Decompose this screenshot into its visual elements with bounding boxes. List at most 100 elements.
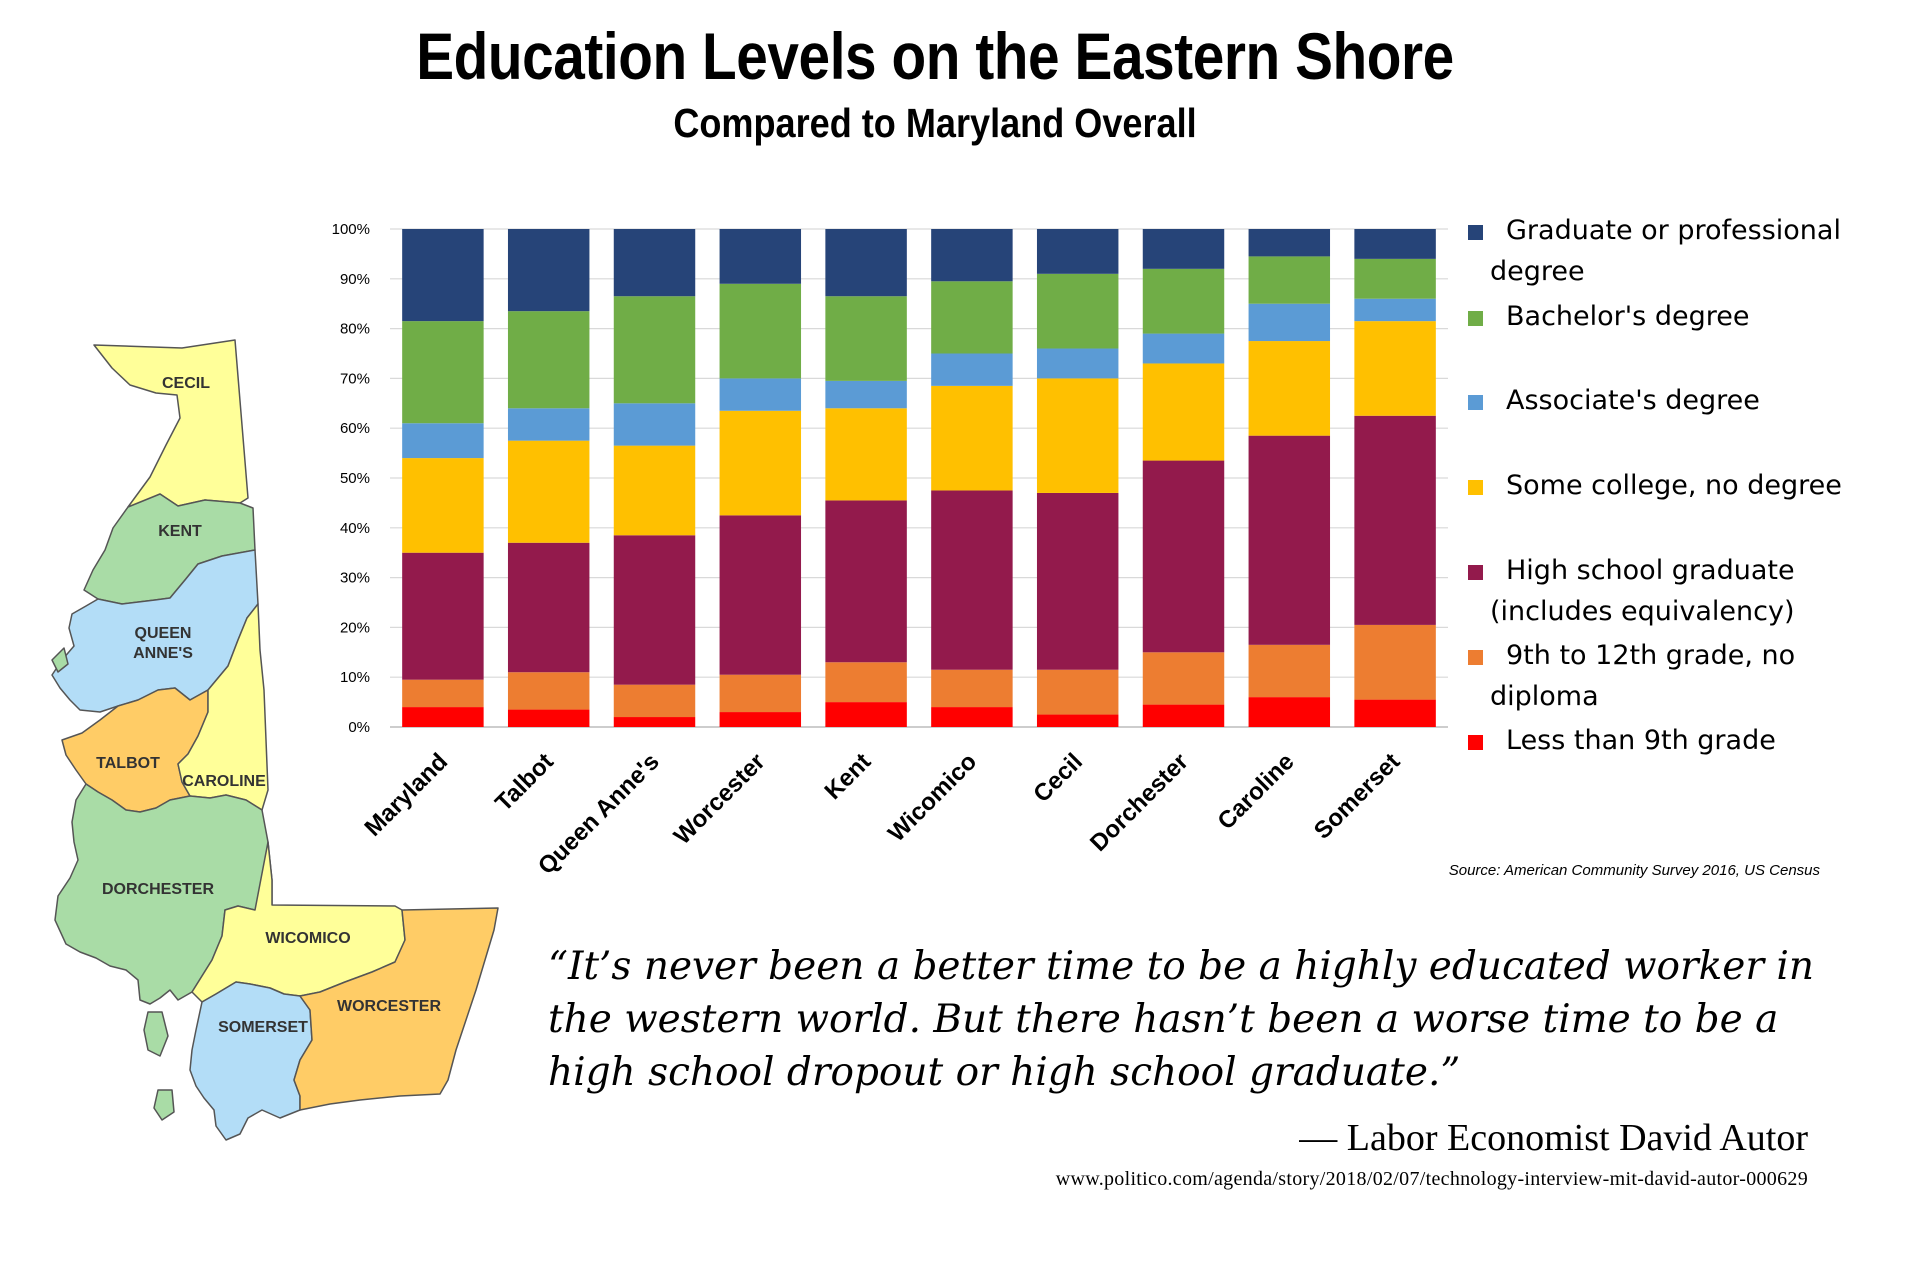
bar-segment [507,709,590,727]
bar-segment [825,408,907,501]
bar-segment [402,552,484,680]
y-axis-ticks: 0% 10% 20% 30% 40% 50% 60% 70% 80% 90% 100% [332,221,370,736]
bar-segment [1036,378,1119,493]
bar-segment [1354,699,1436,727]
bar-segment [1248,644,1331,698]
bar-segment [613,535,696,685]
bar-segment [825,229,907,297]
bar-segment [613,296,696,404]
bar-segment [613,684,696,718]
bar-segment [931,353,1013,386]
bar-segment [1354,624,1436,700]
county-island-3 [51,647,69,673]
chart-source: Source: American Community Survey 2016, … [1448,862,1820,879]
chart-bars [402,229,1436,727]
county-worcester [293,907,499,1111]
bar-segment [931,490,1013,670]
source-url: www.politico.com/agenda/story/2018/02/07… [1055,1168,1808,1190]
bar-segment [1142,229,1225,269]
bar-segment [402,423,484,459]
legend-swatch [1468,480,1483,495]
legend-label: Bachelor's degree [1506,301,1750,332]
bar-segment [931,707,1013,727]
bar-segment [613,445,696,536]
county-label-kent: KENT [158,523,202,540]
legend-swatch [1468,225,1483,240]
bar-segment [1248,229,1331,257]
county-label-worcester: WORCESTER [337,998,441,1015]
legend-label: Associate's degree [1506,385,1760,416]
y-tick-label: 30% [340,570,370,587]
chart-title: Education Levels on the Eastern Shore [416,19,1454,93]
bar-segment [1248,435,1331,645]
legend-swatch [1468,565,1483,580]
county-label-dorchester: DORCHESTER [102,881,214,898]
bar-segment [719,410,802,516]
bar-segment [719,712,802,727]
bar-segment [1036,714,1119,727]
x-category-label: Somerset [1309,748,1405,844]
bar-segment [719,283,802,379]
bar-segment [507,229,590,312]
x-category-label: Maryland [360,748,454,842]
bar-segment [1142,460,1225,653]
bar-segment [613,403,696,446]
y-tick-label: 50% [340,470,370,487]
y-tick-label: 70% [340,370,370,387]
bar-segment [402,707,484,727]
bar-segment [825,380,907,409]
x-category-label: Caroline [1213,748,1300,835]
bar-segment [613,717,696,727]
bar-segment [402,458,484,553]
bar-segment [931,229,1013,282]
bar-segment [825,702,907,727]
y-tick-label: 100% [332,221,370,238]
bar-segment [1354,415,1436,625]
bar-segment [1142,704,1225,727]
y-tick-label: 60% [340,420,370,437]
x-category-label: Talbot [490,748,559,817]
legend-label: High school graduate (includes equivalen… [1490,555,1795,627]
county-label-somerset: SOMERSET [218,1019,308,1036]
legend-swatch [1468,735,1483,750]
bar-segment [825,500,907,663]
bar-segment [402,321,484,424]
bar-segment [1354,321,1436,416]
y-tick-label: 40% [340,520,370,537]
bar-segment [1036,273,1119,349]
bar-segment [507,542,590,673]
legend-label: Less than 9th grade [1506,725,1776,756]
bar-segment [1142,363,1225,461]
y-tick-label: 0% [348,719,370,736]
bar-segment [825,662,907,703]
legend-swatch [1468,311,1483,326]
county-island-2 [153,1089,175,1121]
legend-label: Graduate or professional degree [1490,215,1841,287]
x-category-label: Worcester [669,748,771,850]
x-category-label: Wicomico [883,748,982,847]
bar-segment [1036,669,1119,715]
y-tick-label: 80% [340,321,370,338]
bar-segment [719,378,802,411]
county-somerset [189,981,313,1141]
bar-segment [507,672,590,710]
x-category-label: Kent [820,748,877,805]
bar-segment [613,229,696,297]
county-label-queen-annes-2: ANNE'S [133,645,193,662]
bar-segment [1142,268,1225,334]
bar-segment [507,311,590,409]
legend-label: Some college, no degree [1506,470,1842,501]
bar-segment [931,385,1013,491]
chart-subtitle: Compared to Maryland Overall [673,100,1197,146]
county-label-cecil: CECIL [162,375,210,392]
quote-text: “It’s never been a better time to be a h… [548,944,1815,1095]
county-label-queen-annes-1: QUEEN [135,625,192,642]
bar-segment [507,440,590,543]
bar-segment [1036,229,1119,274]
bar-segment [402,229,484,322]
legend-swatch [1468,650,1483,665]
bar-segment [1142,652,1225,705]
bar-segment [719,229,802,284]
